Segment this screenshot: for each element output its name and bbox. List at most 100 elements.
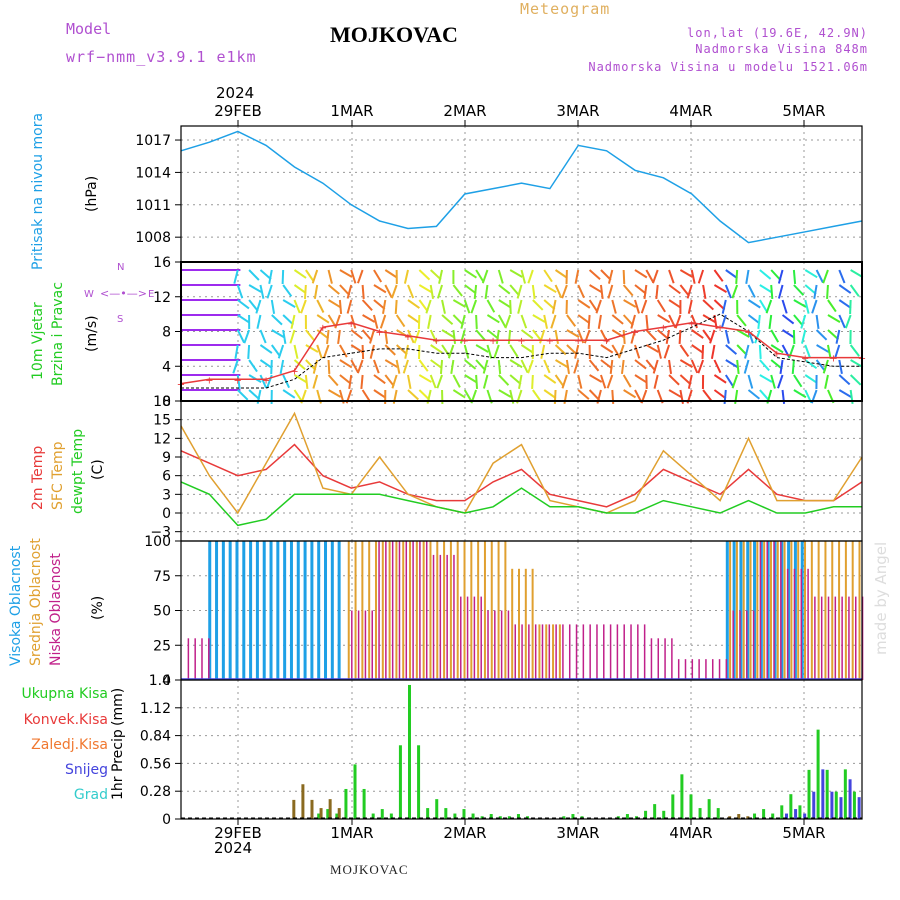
y-tick-label: 12	[153, 290, 171, 306]
visoka-oblacnost-bar	[262, 541, 266, 680]
wind-barb	[574, 344, 580, 359]
wind-barb	[777, 374, 784, 389]
precip-bar	[707, 799, 711, 819]
srednja-oblacnost-bar	[538, 624, 541, 680]
gust-point: +	[205, 375, 213, 386]
wind-barb	[390, 284, 398, 299]
precip-bar	[762, 809, 766, 819]
wind-barb	[747, 389, 761, 400]
wind-barb	[293, 269, 307, 279]
wind-barb	[452, 314, 464, 326]
wind-barb	[725, 359, 739, 369]
gust-point: +	[234, 375, 242, 386]
srednja-oblacnost-bar	[851, 541, 854, 680]
y-tick-label: 0.56	[140, 756, 171, 772]
gust-point: +	[461, 336, 469, 347]
wind-barb	[834, 344, 841, 359]
wind-barb	[361, 329, 373, 342]
wind-barb	[600, 269, 612, 281]
srednja-oblacnost-bar	[415, 541, 418, 680]
wind-barb	[690, 314, 699, 329]
visoka-oblacnost-bar	[249, 541, 253, 680]
wind-barb	[838, 299, 852, 309]
wind-barb	[520, 269, 527, 284]
precip-bar	[337, 808, 341, 819]
dewpt Temp-line	[180, 481, 862, 527]
wind-barb	[293, 344, 299, 359]
wind-barb	[361, 389, 372, 403]
niska-oblacnost-bar	[739, 610, 741, 680]
x-tick-label: 2MAR	[443, 102, 486, 120]
precip-bar	[737, 814, 741, 819]
wind-barb	[554, 269, 568, 279]
niska-oblacnost-bar	[514, 624, 517, 680]
wind-barb	[779, 359, 784, 374]
precip-bar	[426, 808, 430, 819]
wind-barb	[438, 269, 444, 284]
wind-barb	[303, 284, 307, 300]
wind-barb	[236, 284, 244, 299]
srednja-oblacnost-bar	[783, 541, 786, 680]
wind-barb	[236, 329, 245, 343]
wind-barb	[282, 389, 296, 399]
wind-barb	[782, 329, 795, 339]
wind-barb	[781, 314, 795, 325]
wind-barb	[270, 344, 281, 357]
wind-barb	[679, 374, 692, 386]
y-tick-label: 0	[162, 394, 171, 410]
wind-barb	[759, 284, 773, 294]
wind-barb	[687, 374, 693, 389]
wind-barb	[509, 359, 523, 369]
wind-barb	[498, 299, 512, 309]
niska-oblacnost-bar	[609, 624, 612, 680]
wind-barb	[599, 284, 604, 300]
wind-barb	[339, 374, 352, 385]
wind-barb	[697, 359, 705, 374]
precip-bar	[362, 788, 366, 819]
precip-bar	[753, 813, 757, 819]
srednja-oblacnost-bar	[429, 541, 432, 680]
wind-barb	[736, 359, 740, 375]
wind-barb	[395, 314, 406, 328]
niska-oblacnost-bar	[746, 610, 748, 680]
wind-barb	[256, 314, 262, 329]
wind-barb	[504, 314, 512, 329]
precip-bar	[408, 684, 411, 819]
wind-barb	[316, 299, 325, 313]
precip-bar	[444, 808, 448, 819]
gust-point: +	[801, 354, 809, 365]
niska-oblacnost-bar	[575, 624, 578, 680]
wind-barb	[758, 299, 768, 313]
visoka-oblacnost-bar	[725, 541, 729, 680]
wind-barb	[391, 374, 398, 389]
srednja-oblacnost-bar	[361, 541, 364, 680]
wind-barb	[668, 389, 682, 398]
wind-barb	[611, 314, 624, 325]
srednja-oblacnost-bar	[374, 541, 377, 680]
wind-barb	[326, 329, 330, 345]
srednja-oblacnost-bar	[347, 541, 350, 680]
srednja-oblacnost-bar	[490, 541, 493, 680]
wind-barb	[338, 299, 343, 315]
wind-barb	[554, 344, 567, 356]
x-tick-label: 1MAR	[330, 824, 373, 842]
wind-barb	[623, 299, 637, 308]
wind-barb	[429, 374, 437, 389]
niska-oblacnost-bar	[378, 541, 380, 680]
wind-barb	[793, 299, 807, 308]
precip-bar	[852, 791, 856, 819]
wind-barb	[356, 359, 364, 374]
wind-barb	[577, 284, 585, 299]
wind-barb	[543, 299, 556, 311]
precip-bar	[371, 813, 375, 819]
wind-barb	[622, 374, 632, 388]
compass-arrows-icon: <—•—>	[100, 287, 147, 300]
wind-barb	[271, 314, 283, 326]
wind-barb	[645, 269, 655, 283]
wind-barb	[687, 299, 693, 314]
visoka-oblacnost-bar	[793, 541, 797, 680]
wind-barb	[531, 374, 534, 390]
wind-barb	[441, 329, 455, 339]
wind-barb	[300, 299, 307, 314]
srednja-oblacnost-bar	[545, 624, 548, 680]
